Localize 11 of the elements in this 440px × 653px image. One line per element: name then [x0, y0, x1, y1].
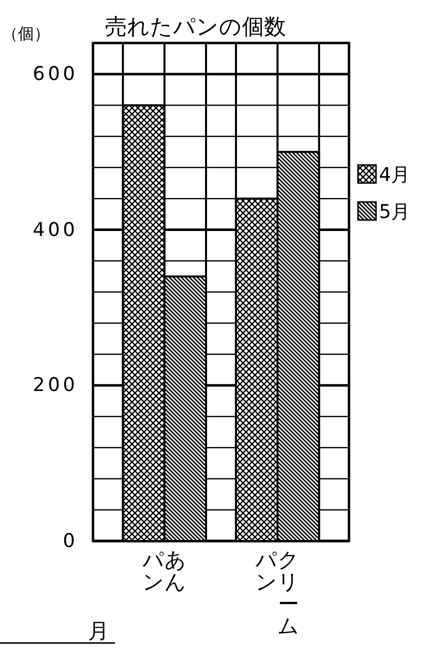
y-axis-title: （個）: [2, 24, 50, 45]
x-tick-label: あんパン: [142, 548, 186, 594]
y-tick-label: 600: [32, 63, 78, 86]
chart-title: 売れたパンの個数: [105, 14, 286, 42]
legend-label: 4月: [379, 163, 410, 188]
y-tick-label: 0: [62, 530, 78, 552]
y-tick-label: 200: [32, 374, 78, 396]
text: 月: [88, 618, 109, 645]
legend-label: 5月: [379, 200, 410, 225]
y-tick-label: 400: [32, 218, 78, 241]
category-label: クリームパン: [256, 548, 300, 638]
